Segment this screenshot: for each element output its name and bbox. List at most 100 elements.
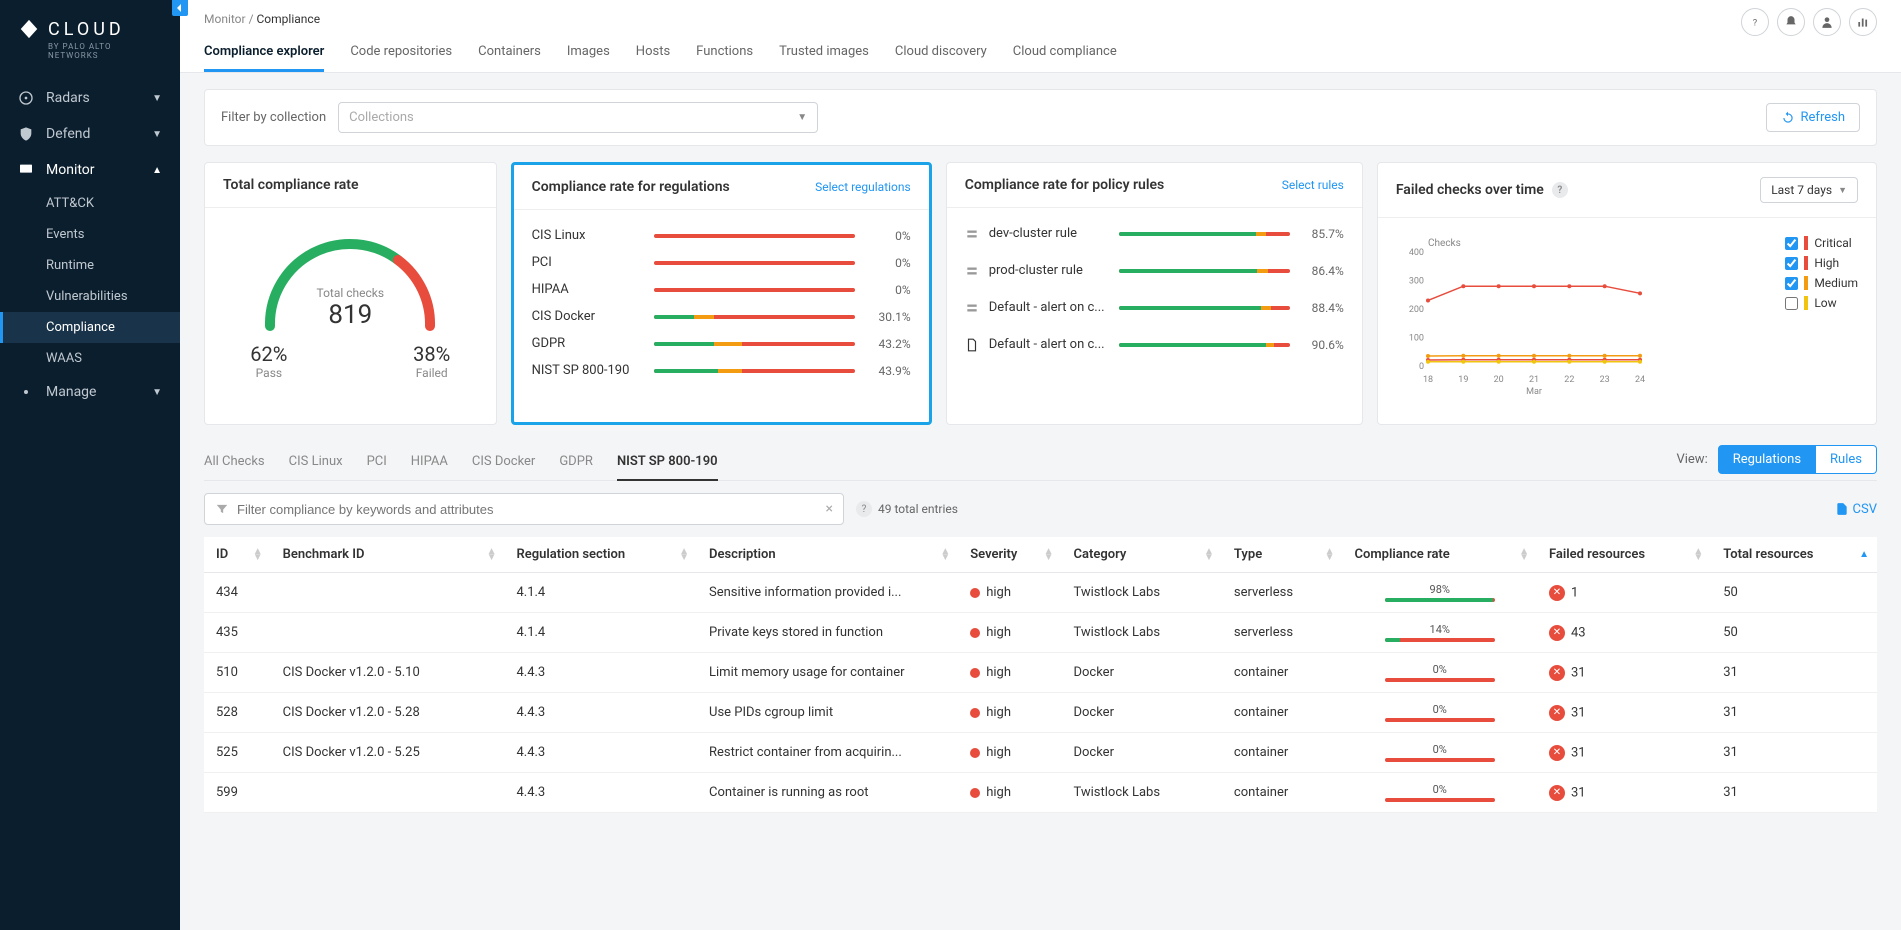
regulation-row: CIS Docker 30.1% [532,309,911,324]
nav-sub-compliance[interactable]: Compliance [0,312,180,343]
sub-tab-all-checks[interactable]: All Checks [204,446,265,481]
legend-checkbox[interactable] [1785,237,1798,250]
monitor-icon [18,162,34,178]
sub-tab-pci[interactable]: PCI [367,446,387,481]
sort-icon[interactable]: ▲▼ [679,549,689,561]
radar-icon [18,90,34,106]
nav-sub-vulnerabilities[interactable]: Vulnerabilities [0,281,180,312]
tab-hosts[interactable]: Hosts [636,36,670,72]
help-icon[interactable]: ? [856,501,872,517]
tab-trusted-images[interactable]: Trusted images [779,36,869,72]
nav-sub-attandck[interactable]: ATT&CK [0,188,180,219]
refresh-button[interactable]: Refresh [1766,103,1860,132]
rule-row: Default - alert on c... 88.4% [965,300,1344,315]
host-icon [965,301,979,315]
legend-checkbox[interactable] [1785,257,1798,270]
tab-functions[interactable]: Functions [696,36,753,72]
nav-item-defend[interactable]: Defend ▼ [0,116,180,152]
sub-tab-hipaa[interactable]: HIPAA [411,446,448,481]
tab-code-repositories[interactable]: Code repositories [350,36,452,72]
svg-text:24: 24 [1635,375,1645,385]
legend-checkbox[interactable] [1785,277,1798,290]
logo-icon [18,18,40,40]
sub-tab-nist-sp-800-190[interactable]: NIST SP 800-190 [617,446,718,481]
table-row[interactable]: 599 4.4.3 Container is running as root h… [204,773,1877,813]
sort-icon[interactable]: ▲▼ [1204,549,1214,561]
rule-row: dev-cluster rule 85.7% [965,226,1344,241]
sort-icon[interactable]: ▲ [1859,552,1869,558]
time-range-select[interactable]: Last 7 days ▼ [1760,177,1858,203]
csv-export-button[interactable]: CSV [1835,502,1877,517]
bell-icon[interactable] [1777,8,1805,36]
view-btn-regulations[interactable]: Regulations [1718,445,1816,474]
compliance-filter-input[interactable]: × [204,493,844,525]
clear-filter-button[interactable]: × [826,501,833,517]
svg-text:20: 20 [1493,375,1503,385]
sort-icon[interactable]: ▲▼ [1693,549,1703,561]
sort-icon[interactable]: ▲▼ [253,549,263,561]
column-header[interactable]: Compliance rate▲▼ [1343,537,1537,573]
help-icon[interactable]: ? [1552,182,1568,198]
legend-item-high[interactable]: High [1785,256,1858,270]
sort-icon[interactable]: ▲▼ [1044,549,1054,561]
column-header[interactable]: ID▲▼ [204,537,271,573]
tab-cloud-discovery[interactable]: Cloud discovery [895,36,987,72]
svg-text:0: 0 [1419,362,1424,372]
table-row[interactable]: 435 4.1.4 Private keys stored in functio… [204,613,1877,653]
sort-icon[interactable]: ▲▼ [1325,549,1335,561]
column-header[interactable]: Regulation section▲▼ [504,537,697,573]
legend-item-critical[interactable]: Critical [1785,236,1858,250]
chevron-icon: ▲ [152,165,162,176]
tab-images[interactable]: Images [567,36,610,72]
filter-row: Filter by collection Collections ▼ Refre… [204,89,1877,146]
legend-item-low[interactable]: Low [1785,296,1858,310]
column-header[interactable]: Failed resources▲▼ [1537,537,1711,573]
tab-cloud-compliance[interactable]: Cloud compliance [1013,36,1117,72]
svg-text:?: ? [1753,18,1758,29]
svg-text:21: 21 [1529,375,1539,385]
table-row[interactable]: 510 CIS Docker v1.2.0 - 5.10 4.4.3 Limit… [204,653,1877,693]
nav-item-monitor[interactable]: Monitor ▲ [0,152,180,188]
regulation-row: PCI 0% [532,255,911,270]
nav-item-manage[interactable]: Manage ▼ [0,374,180,410]
stats-icon[interactable] [1849,8,1877,36]
help-icon[interactable]: ? [1741,8,1769,36]
select-rules-link[interactable]: Select rules [1282,178,1344,192]
severity-dot [970,708,980,718]
sub-tab-cis-docker[interactable]: CIS Docker [472,446,535,481]
view-btn-rules[interactable]: Rules [1816,445,1877,474]
collections-select[interactable]: Collections ▼ [338,102,818,133]
column-header[interactable]: Total resources▲ [1711,537,1877,573]
user-icon[interactable] [1813,8,1841,36]
table-row[interactable]: 525 CIS Docker v1.2.0 - 5.25 4.4.3 Restr… [204,733,1877,773]
column-header[interactable]: Description▲▼ [697,537,958,573]
nav-item-radars[interactable]: Radars ▼ [0,80,180,116]
line-chart: Checks010020030040018192021222324Mar [1396,236,1646,396]
column-header[interactable]: Category▲▼ [1061,537,1221,573]
column-header[interactable]: Severity▲▼ [958,537,1061,573]
tab-compliance-explorer[interactable]: Compliance explorer [204,36,324,72]
sort-icon[interactable]: ▲▼ [487,549,497,561]
sub-tab-gdpr[interactable]: GDPR [559,446,593,481]
sub-tab-cis-linux[interactable]: CIS Linux [289,446,343,481]
filter-text-input[interactable] [237,502,818,517]
table-row[interactable]: 528 CIS Docker v1.2.0 - 5.28 4.4.3 Use P… [204,693,1877,733]
table-row[interactable]: 434 4.1.4 Sensitive information provided… [204,573,1877,613]
severity-dot [970,628,980,638]
sidebar-collapse-button[interactable] [172,0,188,16]
nav-sub-events[interactable]: Events [0,219,180,250]
rule-row: Default - alert on c... 90.6% [965,337,1344,352]
legend-checkbox[interactable] [1785,297,1798,310]
legend-item-medium[interactable]: Medium [1785,276,1858,290]
column-header[interactable]: Benchmark ID▲▼ [271,537,505,573]
chevron-down-icon: ▼ [1838,185,1847,196]
select-regulations-link[interactable]: Select regulations [815,180,911,194]
nav-sub-runtime[interactable]: Runtime [0,250,180,281]
column-header[interactable]: Type▲▼ [1222,537,1343,573]
file-icon [965,338,979,352]
card-rules: Compliance rate for policy rules Select … [946,162,1363,425]
tab-containers[interactable]: Containers [478,36,541,72]
sort-icon[interactable]: ▲▼ [1519,549,1529,561]
sort-icon[interactable]: ▲▼ [940,549,950,561]
nav-sub-waas[interactable]: WAAS [0,343,180,374]
